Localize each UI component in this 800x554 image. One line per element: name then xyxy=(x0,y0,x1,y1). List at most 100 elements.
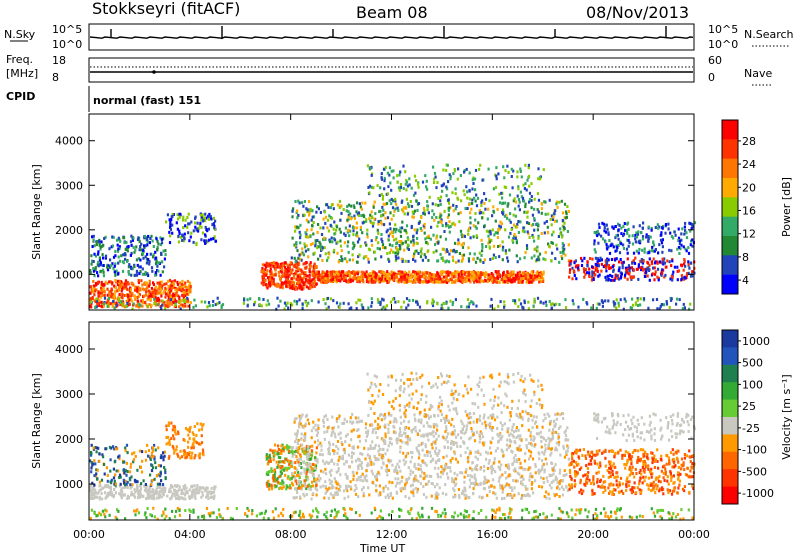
heatmap-cell xyxy=(204,225,207,229)
heatmap-cell xyxy=(374,212,377,216)
heatmap-cell xyxy=(264,283,267,287)
heatmap-cell xyxy=(654,226,657,229)
heatmap-cell xyxy=(420,418,423,422)
heatmap-cell xyxy=(656,275,659,279)
heatmap-cell xyxy=(330,278,333,282)
heatmap-cell xyxy=(152,253,155,257)
heatmap-cell xyxy=(688,266,691,270)
heatmap-cell xyxy=(537,177,540,181)
heatmap-cell xyxy=(272,469,276,473)
heatmap-cell xyxy=(311,271,314,275)
heatmap-cell xyxy=(178,305,181,309)
heatmap-cell xyxy=(467,227,471,231)
heatmap-cell xyxy=(108,491,111,495)
heatmap-cell xyxy=(358,202,361,206)
heatmap-cell xyxy=(98,300,101,304)
heatmap-cell xyxy=(364,201,367,205)
heatmap-cell xyxy=(104,484,107,488)
heatmap-cell xyxy=(184,281,187,285)
heatmap-cell xyxy=(689,302,692,306)
heatmap-cell xyxy=(151,464,154,468)
heatmap-cell xyxy=(210,237,213,241)
heatmap-cell xyxy=(286,445,289,449)
heatmap-cell xyxy=(129,297,133,301)
heatmap-cell xyxy=(378,194,381,197)
heatmap-cell xyxy=(272,261,275,265)
heatmap-cell xyxy=(665,302,669,306)
heatmap-cell xyxy=(483,273,486,277)
heatmap-cell xyxy=(441,278,444,282)
heatmap-cell xyxy=(449,466,452,470)
heatmap-cell xyxy=(154,292,157,296)
heatmap-cell xyxy=(436,224,439,228)
heatmap-cell xyxy=(98,241,101,245)
heatmap-cell xyxy=(109,302,112,306)
heatmap-cell xyxy=(161,299,164,303)
heatmap-cell xyxy=(604,275,607,279)
heatmap-cell xyxy=(159,471,162,475)
heatmap-cell xyxy=(285,468,288,472)
heatmap-cell xyxy=(401,220,404,224)
heatmap-cell xyxy=(605,243,608,247)
heatmap-cell xyxy=(129,290,132,294)
heatmap-cells xyxy=(89,163,697,311)
heatmap-cell xyxy=(530,206,533,210)
heatmap-cell xyxy=(352,270,355,274)
heatmap-cell xyxy=(497,270,500,274)
heatmap-cell xyxy=(355,210,358,214)
heatmap-cell xyxy=(117,247,120,251)
heatmap-cell xyxy=(132,460,135,464)
heatmap-cell xyxy=(138,248,141,252)
heatmap-cell xyxy=(391,206,395,210)
heatmap-cell xyxy=(381,197,384,201)
heatmap-cell xyxy=(139,265,142,269)
heatmap-cell xyxy=(297,275,300,278)
heatmap-cell xyxy=(619,298,622,302)
heatmap-cell xyxy=(656,260,659,264)
heatmap-cell xyxy=(557,235,560,238)
heatmap-cell xyxy=(102,274,105,278)
heatmap-cell xyxy=(399,270,402,274)
heatmap-cell xyxy=(562,211,565,215)
heatmap-cell xyxy=(530,182,533,186)
heatmap-cell xyxy=(181,303,184,307)
heatmap-cell xyxy=(355,307,358,311)
heatmap-cell xyxy=(186,296,189,300)
heatmap-cell xyxy=(307,483,311,487)
heatmap-cell xyxy=(262,276,265,280)
heatmap-cell xyxy=(502,212,505,216)
heatmap-cell xyxy=(510,175,513,178)
heatmap-cell xyxy=(371,243,374,247)
heatmap-cell xyxy=(143,244,146,248)
heatmap-cell xyxy=(272,264,275,268)
heatmap-cell xyxy=(609,266,613,270)
heatmap-cell xyxy=(106,479,109,483)
heatmap-cell xyxy=(99,247,102,251)
heatmap-cell xyxy=(469,226,472,230)
heatmap-cell xyxy=(153,457,156,461)
heatmap-cell xyxy=(471,178,474,182)
heatmap-cell xyxy=(366,232,369,236)
heatmap-cell xyxy=(396,206,399,210)
heatmap-cell xyxy=(537,236,540,240)
heatmap-cell xyxy=(435,186,438,190)
heatmap-cell xyxy=(139,484,142,488)
heatmap-cell xyxy=(145,257,148,261)
heatmap-cell xyxy=(279,299,282,303)
heatmap-cell xyxy=(633,261,637,265)
heatmap-cell xyxy=(322,226,325,230)
heatmap-cell xyxy=(686,272,689,275)
heatmap-cell xyxy=(390,188,393,192)
heatmap-cell xyxy=(286,485,289,489)
heatmap-cell xyxy=(377,222,380,226)
heatmap-cell xyxy=(562,251,565,255)
heatmap-cell xyxy=(200,238,203,242)
heatmap-cell xyxy=(292,281,296,285)
heatmap-cell xyxy=(476,196,480,200)
heatmap-cell xyxy=(525,280,528,284)
heatmap-cell xyxy=(274,485,277,489)
heatmap-cell xyxy=(267,263,270,267)
heatmap-cell xyxy=(147,449,151,452)
heatmap-cell xyxy=(459,174,462,177)
heatmap-cell xyxy=(675,302,678,306)
